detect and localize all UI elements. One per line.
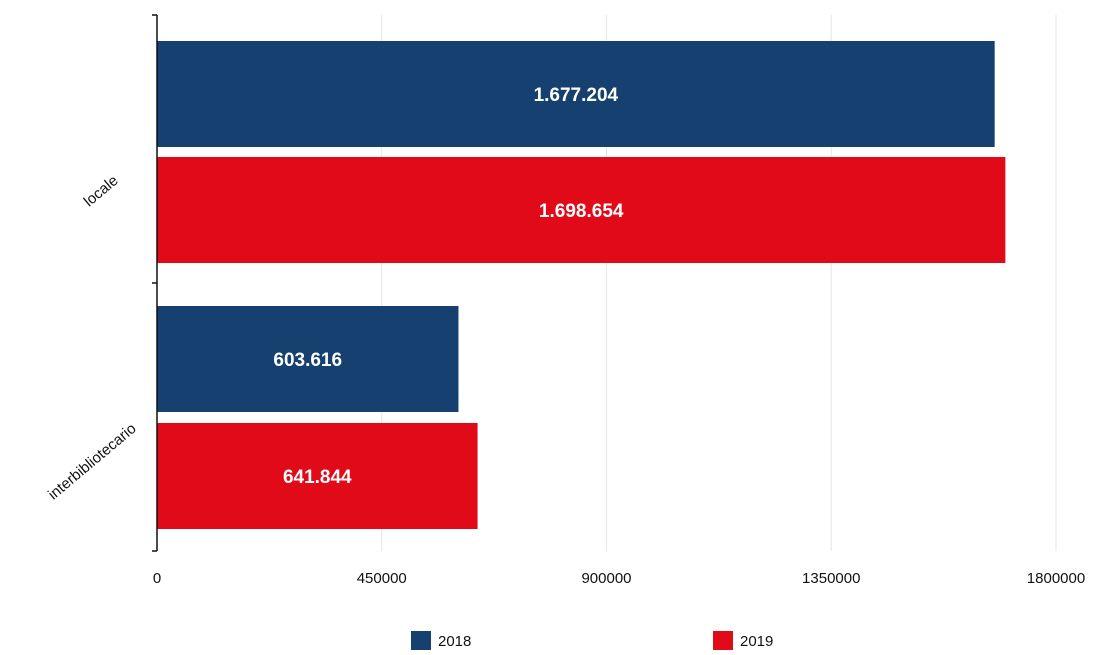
legend-label: 2018	[438, 633, 471, 650]
bar-2019-0	[157, 157, 1006, 263]
legend-swatch-2019	[713, 631, 733, 650]
category-label: locale	[81, 172, 122, 210]
bar-value-label: 641.844	[283, 467, 352, 488]
bar-value-label: 1.677.204	[534, 85, 619, 106]
bar-2018-0	[157, 41, 995, 147]
bar-2019-1	[157, 423, 478, 529]
legend-swatch-2018	[411, 631, 431, 650]
legend-label: 2019	[740, 633, 773, 650]
x-tick-label: 1800000	[1027, 570, 1085, 587]
x-tick-label: 450000	[357, 570, 407, 587]
category-label: interbibliotecario	[45, 420, 140, 503]
x-tick-label: 1350000	[802, 570, 860, 587]
bar-value-label: 1.698.654	[539, 201, 624, 222]
x-tick-label: 900000	[581, 570, 631, 587]
bar-2018-1	[157, 306, 459, 412]
bar-value-label: 603.616	[273, 350, 342, 371]
x-tick-label: 0	[153, 570, 161, 587]
